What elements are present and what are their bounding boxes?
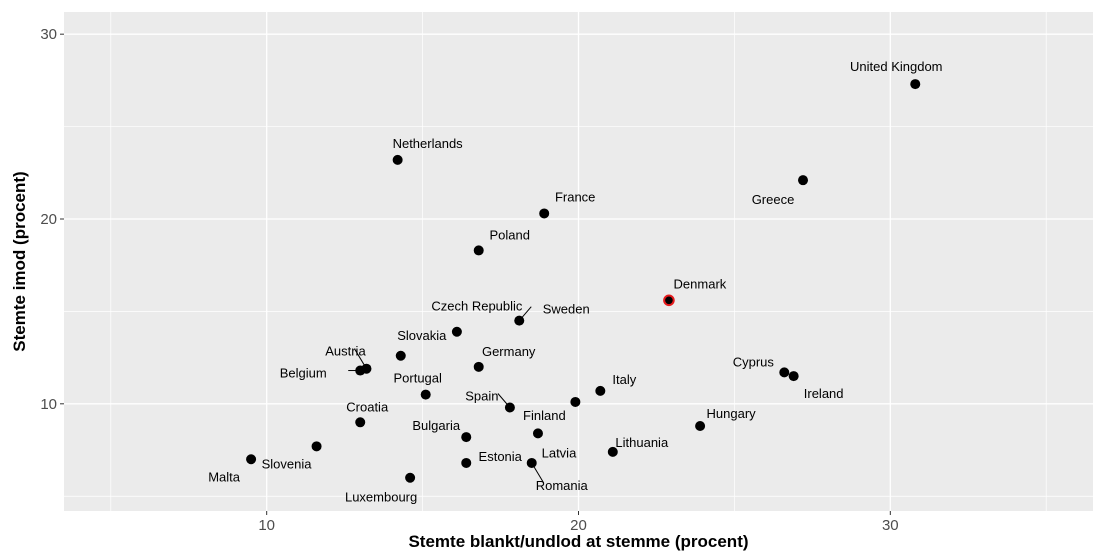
data-point [392, 154, 403, 165]
data-points [246, 79, 921, 483]
x-tick-label: 20 [570, 517, 587, 534]
point-label: France [555, 189, 595, 204]
point-label: Bulgaria [412, 418, 460, 433]
data-point [355, 417, 366, 428]
point-label: Romania [536, 478, 589, 493]
data-point [570, 396, 581, 407]
x-tick-label: 30 [882, 517, 899, 534]
data-point [473, 361, 484, 372]
y-tick-label: 20 [40, 211, 57, 228]
point-label: Finland [523, 408, 566, 423]
data-point [663, 294, 675, 307]
data-point [504, 402, 515, 413]
point-label: Malta [208, 469, 241, 484]
data-point [311, 441, 322, 452]
point-label: Netherlands [393, 136, 464, 151]
data-point [405, 472, 416, 483]
point-label: United Kingdom [850, 59, 943, 74]
data-point [595, 385, 606, 396]
point-label: Italy [612, 372, 636, 387]
point-label: Croatia [346, 399, 389, 414]
x-tick-labels: 10 20 30 [258, 517, 898, 534]
data-point [420, 389, 431, 400]
data-point [451, 326, 462, 337]
y-tick-labels: 10 20 30 [40, 26, 57, 413]
point-label: Lithuania [615, 435, 669, 450]
point-label: Denmark [674, 276, 727, 291]
data-point [798, 175, 809, 186]
data-point [473, 245, 484, 256]
x-axis-title: Stemte blankt/undlod at stemme (procent) [408, 532, 748, 551]
point-label: Portugal [393, 371, 442, 386]
point-label: Poland [489, 227, 529, 242]
x-tick-label: 10 [258, 517, 275, 534]
data-point [779, 367, 790, 378]
data-point [526, 457, 537, 468]
point-label: Luxembourg [345, 490, 417, 505]
point-label: Cyprus [733, 354, 775, 369]
data-labels: United Kingdom Netherlands Greece France Pol… [208, 59, 942, 505]
data-point [395, 350, 406, 361]
point-label: Hungary [707, 406, 757, 421]
point-label: Spain [465, 389, 498, 404]
data-point [246, 454, 257, 465]
data-point [539, 208, 550, 219]
data-point [695, 420, 706, 431]
point-label: Czech Republic [431, 299, 523, 314]
data-point [788, 371, 799, 382]
data-point [461, 457, 472, 468]
data-point [514, 315, 525, 326]
data-point [355, 365, 366, 376]
data-point [532, 428, 543, 439]
point-label: Slovenia [262, 456, 313, 471]
point-label: Austria [325, 344, 366, 359]
y-tick-label: 30 [40, 26, 57, 43]
point-label: Latvia [542, 445, 577, 460]
point-label: Greece [752, 192, 795, 207]
y-tick-label: 10 [40, 396, 57, 413]
point-label: Ireland [804, 386, 844, 401]
data-point [607, 446, 618, 457]
y-axis-title: Stemte imod (procent) [10, 171, 29, 351]
point-label: Germany [482, 344, 536, 359]
point-label: Belgium [280, 366, 327, 381]
point-label: Estonia [479, 449, 523, 464]
data-point [910, 79, 921, 90]
point-label: Slovakia [397, 328, 447, 343]
point-label: Sweden [543, 302, 590, 317]
data-point [461, 432, 472, 443]
axis-ticks [60, 33, 891, 515]
